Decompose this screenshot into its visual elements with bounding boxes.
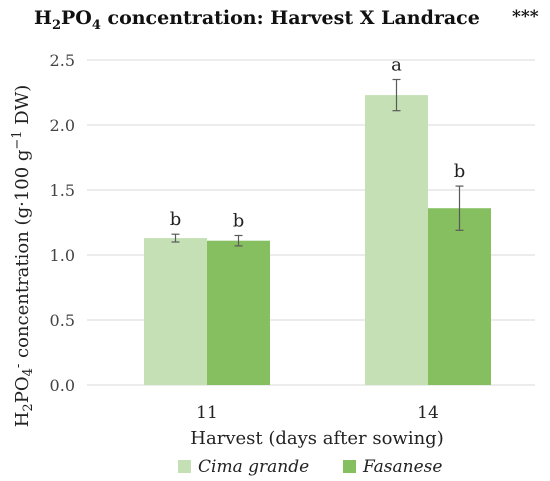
chart-title: H2PO4 concentration: Harvest X Landrace <box>34 7 480 33</box>
data-labels: b b a b <box>170 55 466 232</box>
y-tick-label: 2.5 <box>50 51 75 70</box>
bar <box>144 238 207 385</box>
y-tick-label: 1.0 <box>50 246 75 265</box>
legend-label: Cima grande <box>198 457 309 477</box>
error-bar <box>171 233 180 243</box>
x-tick-label: 11 <box>196 403 218 423</box>
legend-label: Fasanese <box>362 457 442 477</box>
x-axis-label: Harvest (days after sowing) <box>190 428 443 449</box>
y-axis-label: H2PO4- concentration (g·100 g−1 DW) <box>10 85 36 428</box>
bar <box>207 240 270 385</box>
bar <box>365 95 428 385</box>
data-label: b <box>170 209 182 230</box>
y-tick-label: 0.0 <box>50 376 75 395</box>
error-bar <box>392 78 401 112</box>
y-tick-label: 2.0 <box>50 116 75 135</box>
x-tick-label: 14 <box>417 403 439 423</box>
legend-entry: Cima grande <box>178 457 309 477</box>
error-bar <box>455 185 464 231</box>
x-tick-labels: 11 14 <box>196 403 439 423</box>
error-bar <box>234 234 243 247</box>
y-tick-labels: 0.0 0.5 1.0 1.5 2.0 2.5 <box>50 51 75 395</box>
bars <box>144 95 491 385</box>
error-bars <box>171 78 464 247</box>
legend-swatch <box>343 460 356 473</box>
legend-entry: Fasanese <box>343 457 442 477</box>
legend-swatch <box>178 460 191 473</box>
legend: Cima grande Fasanese <box>178 457 442 477</box>
data-label: b <box>233 211 245 232</box>
bar <box>428 208 491 385</box>
y-tick-label: 1.5 <box>50 181 75 200</box>
y-tick-label: 0.5 <box>50 311 75 330</box>
data-label: a <box>391 55 402 76</box>
data-label: b <box>454 161 466 182</box>
significance-label: *** <box>512 7 539 27</box>
